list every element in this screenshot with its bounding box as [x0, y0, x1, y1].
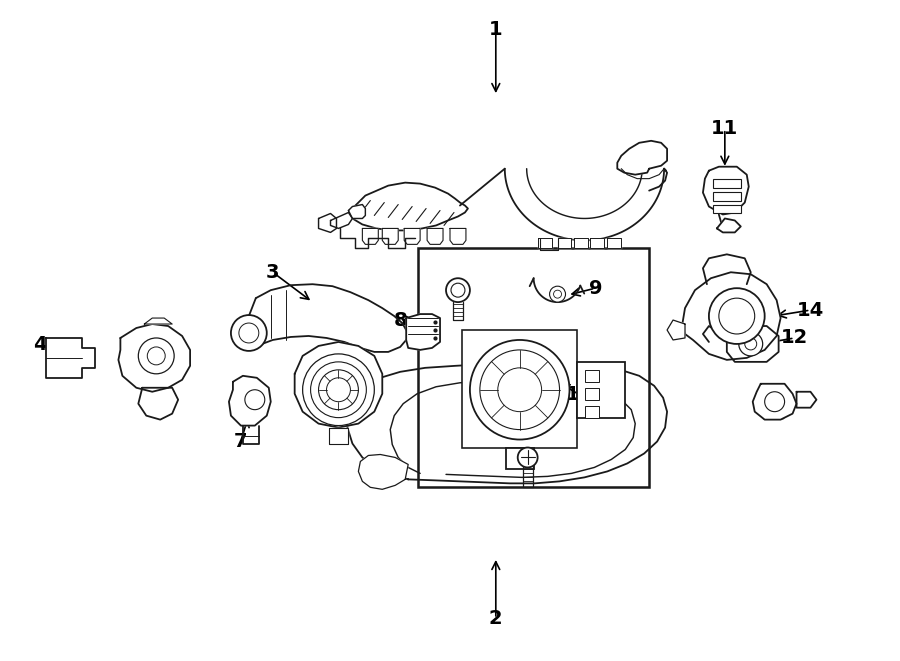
Polygon shape: [404, 229, 420, 245]
Polygon shape: [348, 204, 365, 219]
Polygon shape: [46, 338, 95, 378]
Circle shape: [446, 278, 470, 302]
Text: 1: 1: [489, 20, 502, 39]
Polygon shape: [328, 428, 348, 444]
Text: 5: 5: [132, 330, 146, 350]
Polygon shape: [229, 376, 271, 426]
Text: 12: 12: [781, 329, 808, 348]
Circle shape: [302, 354, 374, 426]
Polygon shape: [703, 167, 749, 214]
Bar: [585, 406, 599, 418]
Bar: [713, 204, 741, 214]
Polygon shape: [406, 314, 440, 350]
Text: 8: 8: [393, 311, 407, 330]
Polygon shape: [796, 392, 816, 408]
Polygon shape: [537, 239, 552, 249]
Circle shape: [554, 290, 562, 298]
Bar: [713, 178, 741, 188]
Circle shape: [231, 315, 266, 351]
Circle shape: [470, 340, 570, 440]
Circle shape: [498, 368, 542, 412]
Circle shape: [480, 350, 560, 430]
Bar: [506, 447, 534, 469]
Text: 13: 13: [761, 405, 788, 424]
Circle shape: [310, 362, 366, 418]
Circle shape: [245, 390, 265, 410]
Bar: [713, 192, 741, 200]
Polygon shape: [617, 141, 667, 175]
Polygon shape: [667, 320, 685, 340]
Polygon shape: [347, 363, 667, 483]
Polygon shape: [144, 318, 172, 324]
Bar: [578, 362, 626, 418]
Text: 3: 3: [266, 262, 280, 282]
Polygon shape: [319, 214, 337, 233]
Text: 9: 9: [589, 279, 602, 297]
Text: 4: 4: [33, 335, 47, 354]
Polygon shape: [358, 455, 409, 489]
Polygon shape: [382, 229, 398, 245]
Circle shape: [719, 298, 755, 334]
Text: 6: 6: [311, 408, 326, 427]
Circle shape: [518, 447, 537, 467]
Text: 10: 10: [566, 385, 593, 405]
Bar: [462, 330, 578, 447]
Circle shape: [319, 370, 358, 410]
Bar: [585, 370, 599, 382]
Circle shape: [739, 332, 762, 356]
Circle shape: [148, 347, 166, 365]
Polygon shape: [330, 212, 353, 229]
Circle shape: [550, 286, 565, 302]
Polygon shape: [682, 272, 780, 360]
Polygon shape: [557, 239, 572, 249]
Polygon shape: [428, 229, 443, 245]
Bar: [418, 249, 649, 487]
Circle shape: [709, 288, 765, 344]
Polygon shape: [119, 324, 190, 392]
Polygon shape: [363, 229, 378, 245]
Polygon shape: [717, 219, 741, 233]
Circle shape: [238, 323, 259, 343]
Text: 2: 2: [489, 609, 502, 629]
Polygon shape: [752, 384, 796, 420]
Polygon shape: [139, 388, 178, 420]
Polygon shape: [450, 229, 466, 245]
Polygon shape: [574, 239, 589, 249]
Text: 7: 7: [234, 432, 248, 451]
Polygon shape: [350, 182, 468, 231]
Circle shape: [765, 392, 785, 412]
Polygon shape: [294, 342, 382, 428]
Circle shape: [139, 338, 175, 374]
Circle shape: [451, 283, 465, 297]
Text: 11: 11: [711, 120, 739, 138]
Polygon shape: [727, 326, 778, 362]
Bar: [585, 388, 599, 400]
Polygon shape: [608, 239, 621, 249]
Circle shape: [745, 338, 757, 350]
Polygon shape: [590, 239, 604, 249]
Text: 14: 14: [796, 301, 824, 319]
Circle shape: [327, 378, 350, 402]
